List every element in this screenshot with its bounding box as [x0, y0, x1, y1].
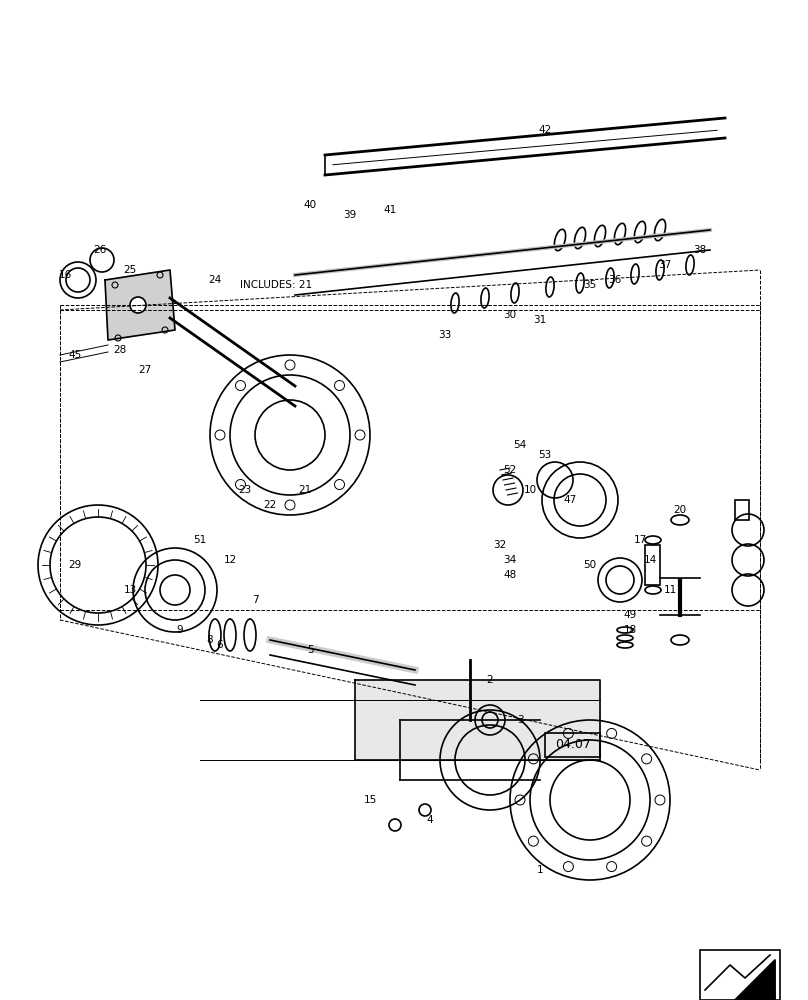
Text: 7: 7	[251, 595, 259, 605]
Text: 04.07: 04.07	[555, 738, 591, 752]
Text: 18: 18	[624, 625, 637, 635]
Polygon shape	[355, 680, 600, 760]
Text: 52: 52	[503, 465, 516, 475]
Text: 10: 10	[524, 485, 537, 495]
Text: 30: 30	[503, 310, 516, 320]
Text: 41: 41	[383, 205, 397, 215]
Bar	[700, 950, 780, 1000]
Text: 26: 26	[94, 245, 107, 255]
Bar	[545, 733, 600, 757]
Text: 48: 48	[503, 570, 516, 580]
Text: 28: 28	[113, 345, 127, 355]
Text: 47: 47	[563, 495, 577, 505]
Text: 31: 31	[533, 315, 547, 325]
Text: 35: 35	[583, 280, 596, 290]
Text: 20: 20	[673, 505, 687, 515]
Text: 54: 54	[513, 440, 527, 450]
Text: 22: 22	[263, 500, 276, 510]
Text: 34: 34	[503, 555, 516, 565]
Bar	[735, 500, 749, 520]
Text: 14: 14	[643, 555, 657, 565]
Text: 17: 17	[633, 535, 646, 545]
Text: 39: 39	[343, 210, 356, 220]
Text: 49: 49	[624, 610, 637, 620]
Text: 25: 25	[124, 265, 137, 275]
Text: 16: 16	[58, 270, 72, 280]
Text: 12: 12	[223, 555, 237, 565]
Circle shape	[130, 297, 146, 313]
Text: 23: 23	[238, 485, 251, 495]
Text: 4: 4	[427, 815, 433, 825]
Text: 53: 53	[538, 450, 552, 460]
Text: 42: 42	[538, 125, 552, 135]
Text: 45: 45	[69, 350, 82, 360]
Text: 15: 15	[364, 795, 377, 805]
Text: 24: 24	[208, 275, 221, 285]
Text: 8: 8	[207, 635, 213, 645]
Polygon shape	[105, 270, 175, 340]
Text: 37: 37	[659, 260, 671, 270]
Text: 21: 21	[298, 485, 312, 495]
Text: 13: 13	[124, 585, 137, 595]
Text: 3: 3	[516, 715, 524, 725]
Text: 32: 32	[494, 540, 507, 550]
Text: 5: 5	[307, 645, 314, 655]
Text: INCLUDES: 21: INCLUDES: 21	[240, 280, 312, 290]
Text: 50: 50	[583, 560, 596, 570]
Text: 36: 36	[608, 275, 621, 285]
Text: 6: 6	[217, 640, 223, 650]
Text: 2: 2	[486, 675, 494, 685]
Text: 29: 29	[69, 560, 82, 570]
Bar	[645, 545, 660, 585]
Text: 38: 38	[693, 245, 707, 255]
Text: 1: 1	[537, 865, 543, 875]
Text: 27: 27	[138, 365, 152, 375]
Text: 40: 40	[304, 200, 317, 210]
Text: 33: 33	[439, 330, 452, 340]
Text: 11: 11	[663, 585, 676, 595]
Text: 9: 9	[177, 625, 183, 635]
Polygon shape	[735, 960, 775, 1000]
Text: 51: 51	[193, 535, 207, 545]
